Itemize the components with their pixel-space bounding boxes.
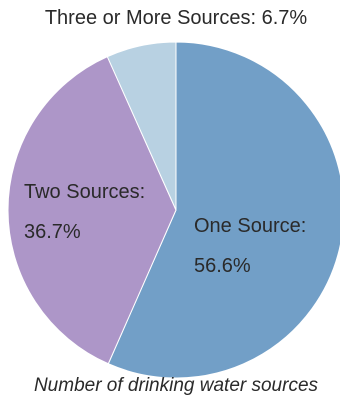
slice-label-one-source: One Source: <box>194 215 306 237</box>
pie-slice-three-or-more <box>106 41 177 211</box>
slice-value-one-source: 56.6% <box>194 255 251 277</box>
chart-caption: Number of drinking water sources <box>34 375 319 396</box>
pie-slices <box>7 41 340 379</box>
slice-label-two-sources: Two Sources: <box>24 181 145 203</box>
pie-slice-two-sources <box>7 56 177 365</box>
slice-value-two-sources: 36.7% <box>24 221 81 243</box>
slice-label-three-or-more: Three or More Sources: 6.7% <box>45 7 308 29</box>
pie-slice-one-source <box>107 41 340 379</box>
